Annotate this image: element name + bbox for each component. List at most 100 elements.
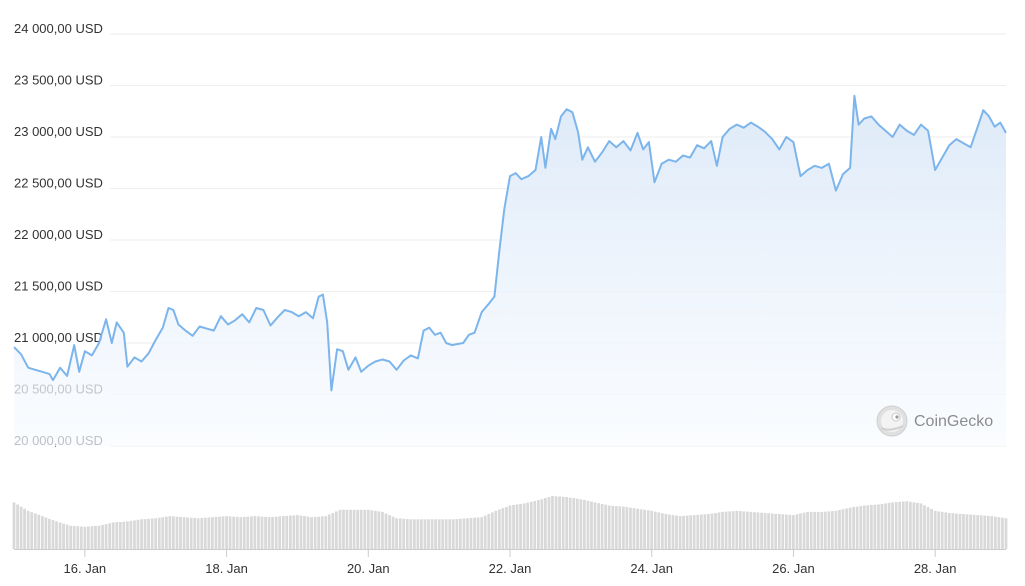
volume-bar [388, 515, 391, 549]
volume-bar [767, 513, 770, 549]
volume-bar [55, 521, 58, 549]
volume-bar [561, 496, 565, 549]
volume-bar [324, 516, 328, 549]
volume-bar [147, 518, 150, 549]
volume-bar [126, 521, 129, 549]
volume-bar [352, 509, 356, 549]
volume-bar [717, 512, 721, 549]
volume-bar [575, 498, 579, 549]
brand-name: CoinGecko [914, 413, 993, 430]
volume-bar [668, 514, 671, 549]
volume-bar [823, 511, 827, 549]
volume-bar [685, 515, 689, 549]
volume-bar [143, 519, 147, 549]
volume-bar [905, 501, 909, 549]
volume-bar [629, 507, 632, 549]
volume-bar [459, 518, 462, 549]
y-tick-label: 21 500,00 USD [14, 279, 103, 294]
volume-bar [455, 519, 459, 549]
volume-bar [788, 514, 792, 549]
volume-bar [108, 523, 112, 549]
volume-bar [331, 513, 335, 549]
volume-bar [554, 496, 558, 549]
volume-bar [416, 519, 420, 549]
volume-bar [342, 509, 345, 549]
volume-bar [122, 521, 126, 549]
coingecko-watermark: CoinGecko [876, 405, 993, 437]
volume-bar [37, 514, 41, 549]
y-tick-label: 22 000,00 USD [14, 227, 103, 242]
volume-bar [710, 513, 714, 549]
volume-bar [901, 501, 905, 549]
volume-bar [590, 501, 593, 549]
volume-bar [391, 516, 395, 549]
volume-bar [650, 510, 654, 549]
volume-bar [150, 518, 154, 549]
gecko-logo-icon [876, 405, 908, 437]
volume-bar [345, 509, 349, 549]
volume-bar [62, 523, 65, 549]
volume-bar [48, 518, 51, 549]
volume-bar [505, 506, 508, 549]
volume-bar [827, 511, 831, 549]
volume-bar [430, 519, 434, 549]
volume-bar [211, 517, 214, 549]
volume-bar [97, 525, 101, 549]
volume-bar [462, 518, 466, 549]
volume-bar [207, 517, 211, 549]
volume-bar [292, 515, 296, 549]
volume-bar [583, 500, 586, 549]
volume-bar [746, 511, 749, 549]
volume-bar [544, 498, 547, 549]
volume-bar [427, 519, 430, 549]
volume-bar [189, 517, 193, 549]
volume-bar [409, 519, 413, 549]
volume-bar [639, 509, 643, 549]
volume-bar [707, 514, 710, 549]
volume-bar [79, 526, 83, 549]
volume-bar [682, 515, 685, 549]
volume-bar [58, 522, 62, 549]
volume-bar [377, 511, 381, 549]
y-tick-label: 21 000,00 USD [14, 330, 103, 345]
volume-bar [916, 502, 919, 549]
x-tick-label: 20. Jan [347, 561, 390, 576]
price-area [14, 95, 1006, 447]
volume-bar [820, 511, 824, 549]
volume-bar [799, 513, 802, 549]
volume-bar [597, 503, 600, 549]
volume-bar [689, 515, 693, 549]
volume-bar [469, 518, 473, 549]
volume-bar [320, 516, 324, 549]
volume-bar [976, 515, 980, 549]
volume-bar [515, 504, 519, 549]
volume-bar [760, 512, 763, 549]
volume-bar [607, 505, 611, 549]
x-tick-label: 28. Jan [914, 561, 957, 576]
volume-bar [558, 496, 561, 549]
volume-bar [540, 499, 544, 549]
volume-bar [657, 512, 661, 549]
volume-bar [101, 524, 104, 549]
volume-bar [267, 517, 271, 549]
volume-bar [579, 499, 583, 549]
x-tick-label: 16. Jan [64, 561, 107, 576]
volume-bar [986, 515, 990, 549]
volume-bar [317, 516, 321, 549]
volume-bar [593, 502, 597, 549]
volume-bar [349, 509, 352, 549]
volume-bar [483, 515, 487, 549]
volume-bar [724, 511, 728, 549]
volume-bar [884, 503, 887, 549]
volume-bar [838, 510, 841, 549]
y-tick-label: 23 000,00 USD [14, 124, 103, 139]
volume-bar [498, 509, 501, 549]
volume-bar [785, 514, 788, 549]
volume-bar [526, 502, 530, 549]
volume-bar [16, 504, 19, 549]
volume-bar [23, 508, 26, 549]
x-tick-label: 26. Jan [772, 561, 815, 576]
volume-bar [448, 519, 452, 549]
volume-bar [19, 506, 23, 549]
